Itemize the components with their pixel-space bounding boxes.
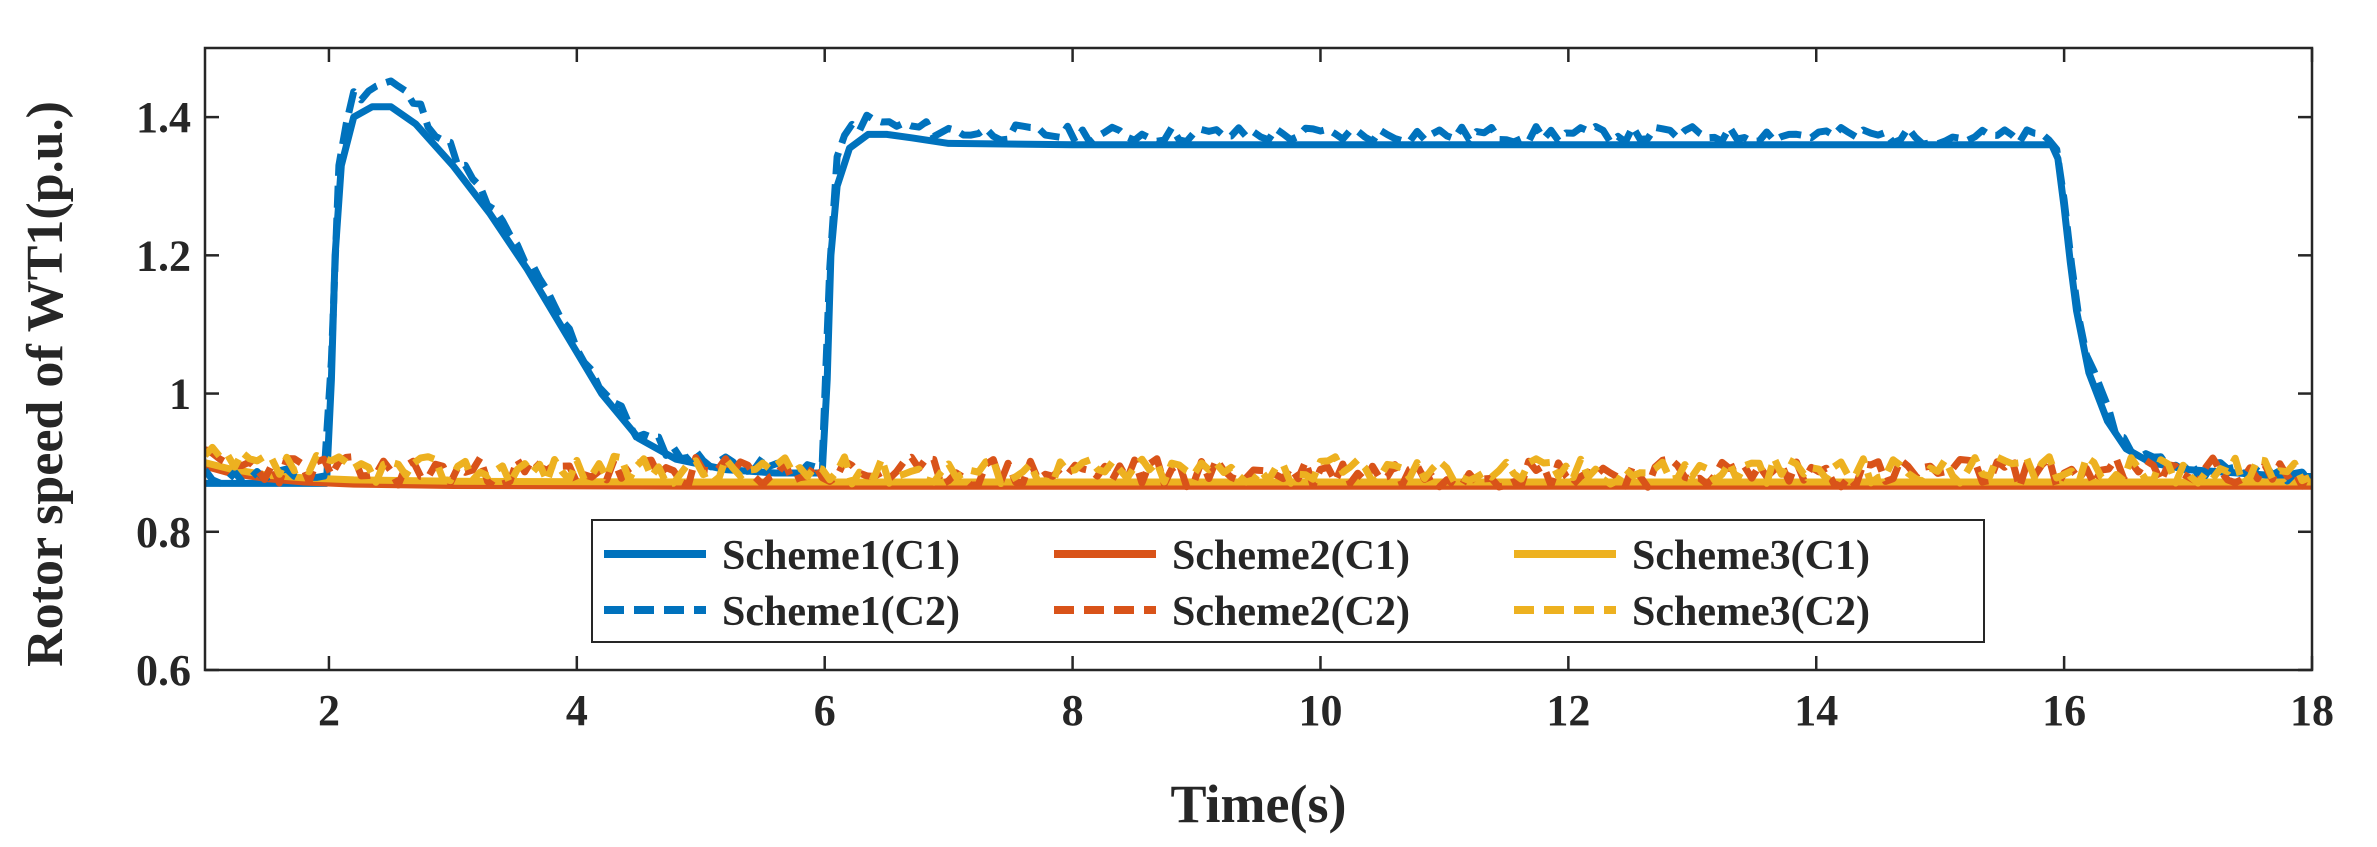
x-tick-label: 12 <box>1546 686 1590 735</box>
series-line-scheme2-c2 <box>205 446 2312 491</box>
y-tick-label: 0.6 <box>136 646 191 695</box>
legend: Scheme1(C1) Scheme2(C1) Scheme3(C1) Scheme1… <box>591 519 1985 643</box>
series-line-scheme3-c2 <box>205 443 2311 488</box>
y-axis: 0.6 0.8 1 1.2 1.4 <box>136 93 2312 695</box>
legend-label: Scheme1(C1) <box>722 533 960 579</box>
x-tick-label: 16 <box>2042 686 2086 735</box>
x-tick-label: 14 <box>1794 686 1838 735</box>
x-axis: 2 4 6 8 10 12 14 16 18 <box>318 48 2334 735</box>
legend-label: Scheme2(C1) <box>1172 533 1410 579</box>
x-tick-label: 4 <box>566 686 588 735</box>
y-axis-label: Rotor speed of WT1(p.u.) <box>17 101 74 667</box>
legend-box <box>591 519 1985 643</box>
x-tick-label: 8 <box>1062 686 1084 735</box>
x-tick-label: 10 <box>1298 686 1342 735</box>
x-tick-label: 18 <box>2290 686 2334 735</box>
legend-label: Scheme3(C1) <box>1632 533 1870 579</box>
y-tick-label: 1.2 <box>136 231 191 280</box>
legend-label: Scheme3(C2) <box>1632 589 1870 635</box>
series-group <box>205 77 2312 491</box>
x-tick-label: 6 <box>814 686 836 735</box>
series-line-scheme1-c1 <box>205 103 2312 487</box>
x-tick-label: 2 <box>318 686 340 735</box>
x-axis-label: Time(s) <box>1171 774 1347 834</box>
legend-label: Scheme1(C2) <box>722 589 960 635</box>
y-tick-label: 1.4 <box>136 93 191 142</box>
y-tick-label: 0.8 <box>136 508 191 557</box>
series-line-scheme1-c2 <box>205 77 2312 487</box>
y-tick-label: 1 <box>169 370 191 419</box>
legend-label: Scheme2(C2) <box>1172 589 1410 635</box>
plot-frame <box>203 46 2314 672</box>
